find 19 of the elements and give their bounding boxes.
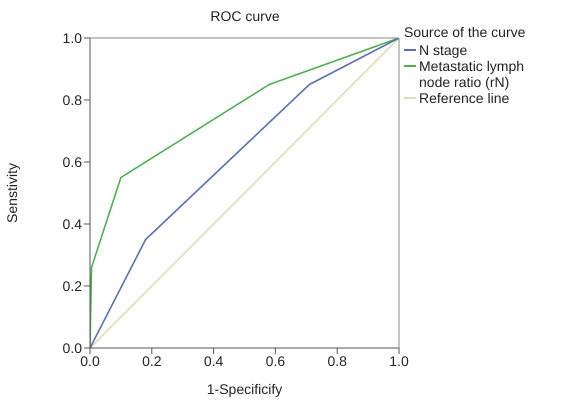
legend-label: Reference line <box>419 90 510 106</box>
x-tick-label: 0.4 <box>204 352 224 369</box>
x-tick-label: 0.0 <box>80 352 100 369</box>
y-tick-label: 0.8 <box>62 92 82 108</box>
x-tick-label: 0.8 <box>327 352 348 369</box>
y-tick-label: 1.0 <box>62 30 82 46</box>
y-tick-label: 0.6 <box>62 154 82 170</box>
y-tick-label: 0.2 <box>62 278 82 294</box>
x-tick-label: 0.6 <box>266 352 286 369</box>
x-axis-title: 1-Specificify <box>206 381 282 397</box>
chart-title: ROC curve <box>209 8 281 24</box>
x-tick-label: 0.2 <box>142 352 162 369</box>
y-axis-title: Senstivity <box>4 163 20 223</box>
legend-title: Source of the curve <box>404 24 526 40</box>
y-tick-label: 0.0 <box>62 340 82 356</box>
x-tick-label: 1.0 <box>389 352 409 369</box>
legend-label: Metastatic lymph node ratio (rN) <box>419 58 526 90</box>
legend-label: N stage <box>419 42 468 58</box>
y-tick-label: 0.4 <box>62 216 82 232</box>
